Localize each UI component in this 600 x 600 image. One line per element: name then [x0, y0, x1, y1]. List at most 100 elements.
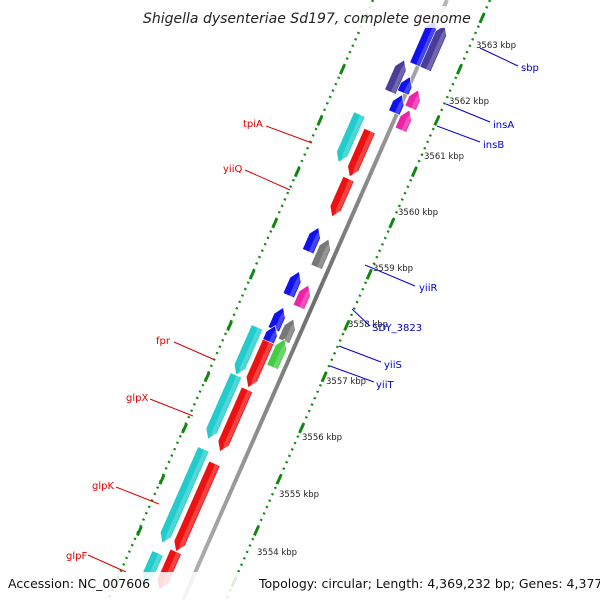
scale-tick	[316, 115, 324, 127]
gene-arrow[interactable]	[419, 23, 450, 73]
gene-label-sbp[interactable]: sbp	[521, 63, 539, 74]
gene-block[interactable]	[231, 324, 264, 378]
gene-label-sdy3823[interactable]: SDY_3823	[372, 323, 422, 334]
gene-highlight	[274, 308, 286, 332]
gene-arrow[interactable]	[277, 317, 299, 344]
gene-block[interactable]	[333, 111, 366, 165]
scale-tick	[339, 64, 346, 75]
gene-arrow[interactable]	[202, 372, 242, 442]
gene-highlight	[415, 21, 438, 67]
gene-highlight	[352, 131, 375, 178]
scale-label: 3559 kbp	[373, 264, 413, 274]
scale-tick	[158, 474, 166, 485]
gene-arrow[interactable]	[231, 324, 264, 378]
gene-block[interactable]	[302, 225, 324, 255]
gene-label-yiis[interactable]: yiiS	[384, 360, 402, 371]
gene-label-glpf[interactable]: glpF	[66, 551, 87, 562]
gene-label-yiiq[interactable]: yiiQ	[223, 164, 242, 175]
gene-label-insa[interactable]: insA	[493, 120, 514, 131]
gene-block[interactable]	[310, 237, 334, 270]
gene-arrow[interactable]	[404, 88, 424, 111]
gene-block[interactable]	[267, 305, 289, 333]
gene-highlight	[334, 179, 354, 218]
scale-tick	[293, 166, 301, 178]
scale-tick	[275, 474, 283, 485]
footer-backdrop	[0, 572, 600, 600]
gene-block[interactable]	[388, 92, 408, 116]
gene-highlight	[390, 61, 407, 94]
gene-arrow[interactable]	[397, 74, 415, 96]
gene-arrow[interactable]	[326, 175, 355, 219]
gene-highlight	[425, 26, 448, 72]
gene-arrow[interactable]	[302, 225, 324, 255]
gene-highlight	[238, 327, 262, 377]
gene-block[interactable]	[214, 386, 254, 454]
label-leader	[436, 125, 481, 143]
gene-block[interactable]	[243, 338, 275, 390]
gene-arrow[interactable]	[333, 111, 366, 165]
gene-label-yiir[interactable]: yiiR	[419, 283, 437, 294]
gene-block[interactable]	[292, 283, 314, 310]
scale-label: 3558 kbp	[348, 320, 388, 330]
gene-block[interactable]	[266, 337, 290, 370]
label-leader	[265, 125, 313, 144]
scale-tick	[253, 525, 260, 537]
gene-block[interactable]	[202, 372, 242, 442]
gene-block[interactable]	[170, 460, 221, 554]
gene-block[interactable]	[157, 446, 210, 546]
gene-arrow[interactable]	[394, 108, 415, 133]
label-leader	[445, 103, 491, 123]
gene-arrow[interactable]	[170, 460, 221, 554]
scale-tick	[365, 269, 373, 280]
gene-arrow[interactable]	[266, 337, 290, 370]
gene-block[interactable]	[326, 175, 355, 219]
gene-label-insb[interactable]: insB	[483, 140, 504, 151]
gene-arrow[interactable]	[310, 237, 334, 270]
scale-label: 3563 kbp	[476, 41, 516, 51]
inner-dotted-track	[106, 0, 375, 600]
gene-highlight	[401, 111, 413, 133]
gene-block[interactable]	[282, 269, 305, 299]
gene-block[interactable]	[419, 23, 450, 73]
gene-block[interactable]	[404, 88, 424, 111]
gene-highlight	[222, 389, 252, 453]
gene-highlight	[284, 320, 297, 344]
gene-arrow[interactable]	[282, 269, 305, 299]
gene-arrow[interactable]	[292, 283, 314, 310]
gene-block[interactable]	[277, 317, 299, 344]
scale-tick	[320, 371, 328, 383]
gene-block[interactable]	[394, 108, 415, 133]
gene-arrow[interactable]	[384, 58, 410, 95]
gene-arrow[interactable]	[267, 305, 289, 333]
gene-label-yiit[interactable]: yiiT	[376, 380, 394, 391]
scale-tick	[181, 423, 188, 434]
gene-arrow[interactable]	[214, 386, 254, 454]
gene-label-glpk[interactable]: glpK	[92, 481, 114, 492]
gene-label-fpr[interactable]: fpr	[156, 336, 171, 347]
label-leader	[479, 47, 519, 67]
gene-label-glpx[interactable]: glpX	[126, 393, 148, 404]
scale-label: 3560 kbp	[398, 208, 438, 218]
label-leader	[149, 398, 194, 417]
gene-arrow[interactable]	[157, 446, 210, 546]
gene-label-tpia[interactable]: tpiA	[243, 119, 263, 130]
gene-highlight	[272, 340, 288, 370]
label-leader	[338, 345, 382, 363]
gene-block[interactable]	[397, 74, 415, 96]
scale-tick	[433, 115, 441, 127]
gene-highlight	[341, 114, 365, 164]
left-gene-labels: tpiA yiiQ fpr glpX glpK glpF	[66, 119, 313, 573]
gene-arrow[interactable]	[388, 92, 408, 116]
gene-highlight	[308, 228, 322, 254]
gene-block[interactable]	[384, 58, 410, 95]
scale-tick	[203, 371, 211, 383]
gene-highlight	[411, 91, 421, 111]
label-leader	[351, 308, 371, 327]
map-title: Shigella dysenteriae Sd197, complete gen…	[143, 11, 471, 27]
label-leader	[244, 169, 291, 191]
label-leader	[115, 486, 160, 505]
gene-block[interactable]	[344, 127, 376, 179]
gene-arrow[interactable]	[243, 338, 275, 390]
gene-arrow[interactable]	[344, 127, 376, 179]
